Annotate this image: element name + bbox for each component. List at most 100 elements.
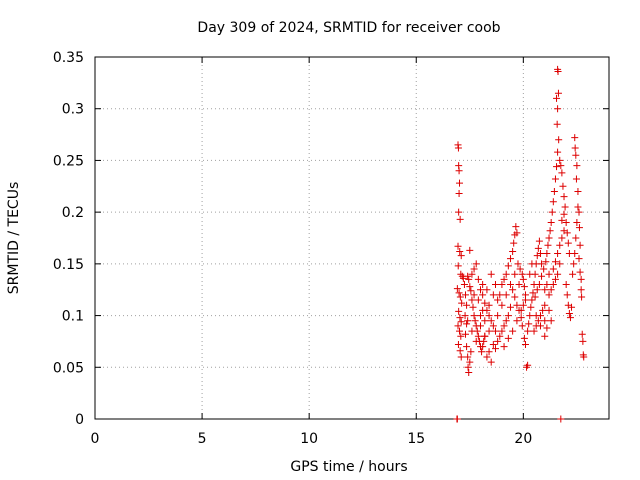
data-point	[456, 314, 464, 322]
data-point	[479, 281, 487, 289]
data-point	[551, 275, 559, 283]
data-point	[502, 291, 510, 299]
data-point	[513, 301, 521, 309]
data-point	[571, 134, 579, 142]
data-point	[519, 301, 527, 309]
data-point	[460, 281, 468, 289]
data-point	[455, 208, 463, 216]
data-point	[562, 218, 570, 226]
y-tick-label: 0	[75, 412, 84, 428]
data-point	[560, 210, 568, 218]
data-point	[572, 234, 580, 242]
data-point	[481, 299, 489, 307]
data-point	[573, 162, 581, 170]
x-tick-label: 5	[198, 431, 207, 447]
data-point	[509, 247, 517, 255]
y-tick-label: 0.05	[53, 360, 84, 376]
data-point	[457, 353, 465, 361]
data-point	[558, 234, 566, 242]
data-point	[468, 270, 476, 278]
data-point	[474, 332, 482, 340]
data-point	[530, 327, 538, 335]
data-point	[524, 327, 532, 335]
data-point	[509, 327, 517, 335]
data-point	[529, 289, 537, 297]
data-point	[554, 270, 562, 278]
x-tick-label: 15	[407, 431, 425, 447]
y-axis-label: SRMTID / TECUs	[6, 182, 22, 295]
data-point	[554, 250, 562, 258]
data-point	[574, 187, 582, 195]
data-point	[518, 322, 526, 330]
data-point	[554, 148, 562, 156]
x-tick-labels: 0 5 10 15 20	[91, 431, 533, 447]
x-tick-label: 10	[300, 431, 318, 447]
data-point	[487, 317, 495, 325]
data-point	[457, 318, 465, 326]
data-point	[553, 94, 561, 102]
data-point	[464, 272, 472, 280]
data-point	[485, 312, 493, 320]
data-point	[494, 296, 502, 304]
data-point	[560, 193, 568, 201]
data-point	[541, 332, 549, 340]
data-point	[456, 215, 464, 223]
data-point	[548, 208, 556, 216]
data-point	[504, 334, 512, 342]
data-point	[549, 265, 557, 273]
data-point	[540, 265, 548, 273]
data-point	[456, 293, 464, 301]
data-point	[489, 322, 497, 330]
data-point	[480, 337, 488, 345]
data-point	[456, 247, 464, 255]
data-point	[571, 144, 579, 152]
data-point	[561, 203, 569, 211]
data-point	[578, 293, 586, 301]
data-point	[514, 260, 522, 268]
data-point	[579, 337, 587, 345]
data-point	[538, 260, 546, 268]
data-point	[478, 348, 486, 356]
data-point	[479, 306, 487, 314]
data-point	[464, 353, 472, 361]
data-point	[467, 348, 475, 356]
data-point	[553, 120, 561, 128]
data-point	[454, 242, 462, 250]
data-point	[502, 270, 510, 278]
data-point	[554, 89, 562, 97]
data-point	[576, 268, 584, 276]
data-point	[545, 306, 553, 314]
data-point	[556, 241, 564, 249]
data-point	[454, 262, 462, 270]
data-point	[517, 306, 525, 314]
data-point	[454, 144, 462, 152]
data-point	[557, 415, 565, 423]
data-point	[491, 345, 499, 353]
data-point	[556, 156, 564, 164]
data-point	[555, 136, 563, 144]
data-point	[532, 312, 540, 320]
data-point	[455, 167, 463, 175]
data-point	[558, 216, 566, 224]
data-point	[563, 291, 571, 299]
data-point	[580, 353, 588, 361]
data-point	[534, 317, 542, 325]
data-point	[454, 341, 462, 349]
y-tick-label: 0.2	[62, 205, 84, 221]
data-points	[453, 65, 588, 423]
data-point	[549, 198, 557, 206]
data-point	[519, 275, 527, 283]
data-point	[533, 286, 541, 294]
data-point	[535, 281, 543, 289]
data-point	[477, 312, 484, 320]
data-point	[521, 341, 529, 349]
data-point	[554, 67, 562, 75]
data-point	[459, 274, 467, 282]
data-point	[568, 303, 576, 311]
data-point	[467, 287, 475, 295]
data-point	[543, 250, 551, 258]
data-point	[494, 312, 502, 320]
data-point	[463, 301, 471, 309]
data-point	[485, 301, 493, 309]
data-point	[466, 358, 474, 366]
